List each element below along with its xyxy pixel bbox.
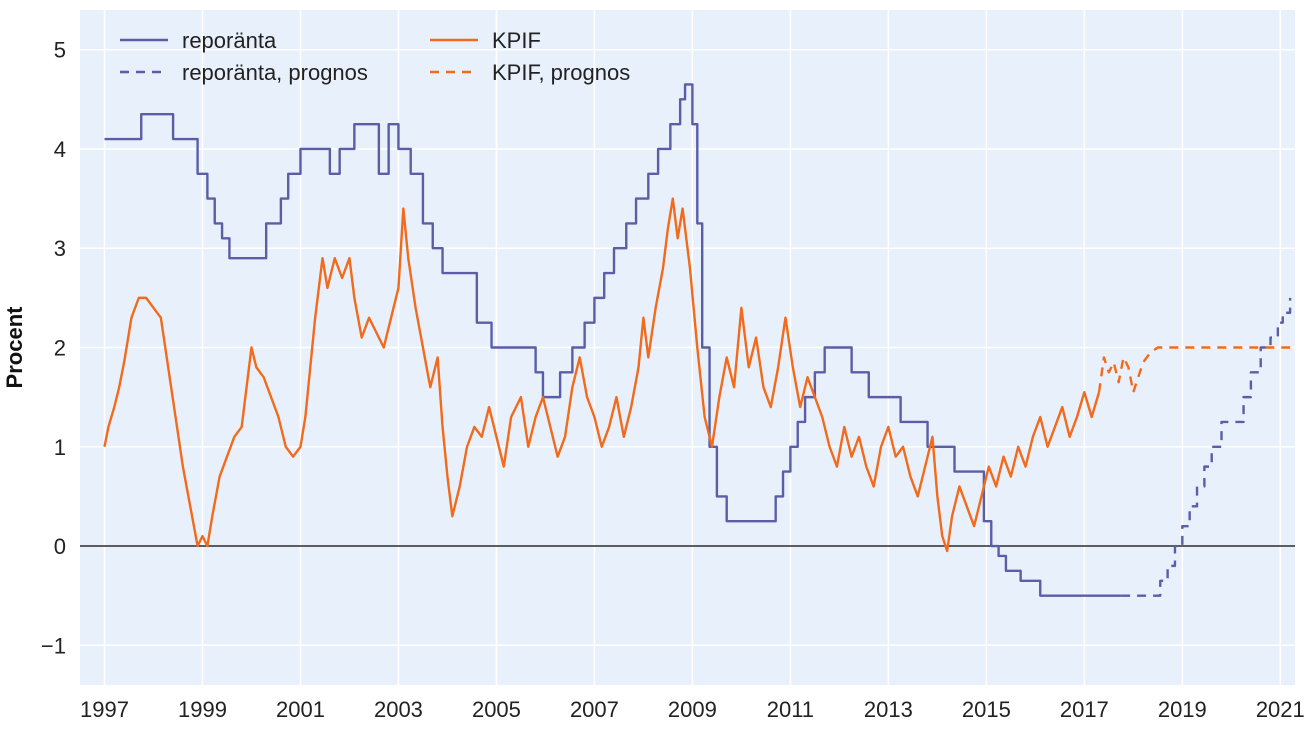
legend-label-reporanta_p: reporänta, prognos bbox=[182, 60, 368, 85]
x-tick-label: 1997 bbox=[80, 697, 129, 722]
x-tick-label: 2013 bbox=[864, 697, 913, 722]
x-tick-label: 2001 bbox=[276, 697, 325, 722]
x-tick-label: 2007 bbox=[570, 697, 619, 722]
y-tick-labels: −1 0 1 2 3 4 5 bbox=[41, 38, 66, 659]
x-tick-label: 2005 bbox=[472, 697, 521, 722]
chart-container: −1 0 1 2 3 4 5 1997 1999 2001 2003 2005 2007 2009 2011… bbox=[0, 0, 1310, 739]
y-tick-label: 5 bbox=[54, 38, 66, 63]
x-tick-label: 2021 bbox=[1256, 697, 1305, 722]
y-tick-label: 1 bbox=[54, 435, 66, 460]
x-tick-label: 1999 bbox=[178, 697, 227, 722]
y-tick-label: 4 bbox=[54, 137, 66, 162]
x-tick-label: 2011 bbox=[767, 697, 814, 722]
legend-label-kpif_p: KPIF, prognos bbox=[492, 60, 630, 85]
y-tick-label: 3 bbox=[54, 236, 66, 261]
legend-label-kpif: KPIF bbox=[492, 28, 541, 53]
line-chart: −1 0 1 2 3 4 5 1997 1999 2001 2003 2005 2007 2009 2011… bbox=[0, 0, 1310, 739]
y-tick-label: 0 bbox=[54, 534, 66, 559]
y-tick-label: 2 bbox=[54, 336, 66, 361]
x-tick-label: 2009 bbox=[668, 697, 717, 722]
x-tick-labels: 1997 1999 2001 2003 2005 2007 2009 2011 2013 2015… bbox=[80, 697, 1305, 722]
x-tick-label: 2015 bbox=[962, 697, 1011, 722]
x-tick-label: 2019 bbox=[1158, 697, 1207, 722]
x-tick-label: 2003 bbox=[374, 697, 423, 722]
y-axis-label: Procent bbox=[2, 306, 27, 389]
x-tick-label: 2017 bbox=[1060, 697, 1109, 722]
y-tick-label: −1 bbox=[41, 633, 66, 658]
legend-label-reporanta: reporänta bbox=[182, 28, 277, 53]
